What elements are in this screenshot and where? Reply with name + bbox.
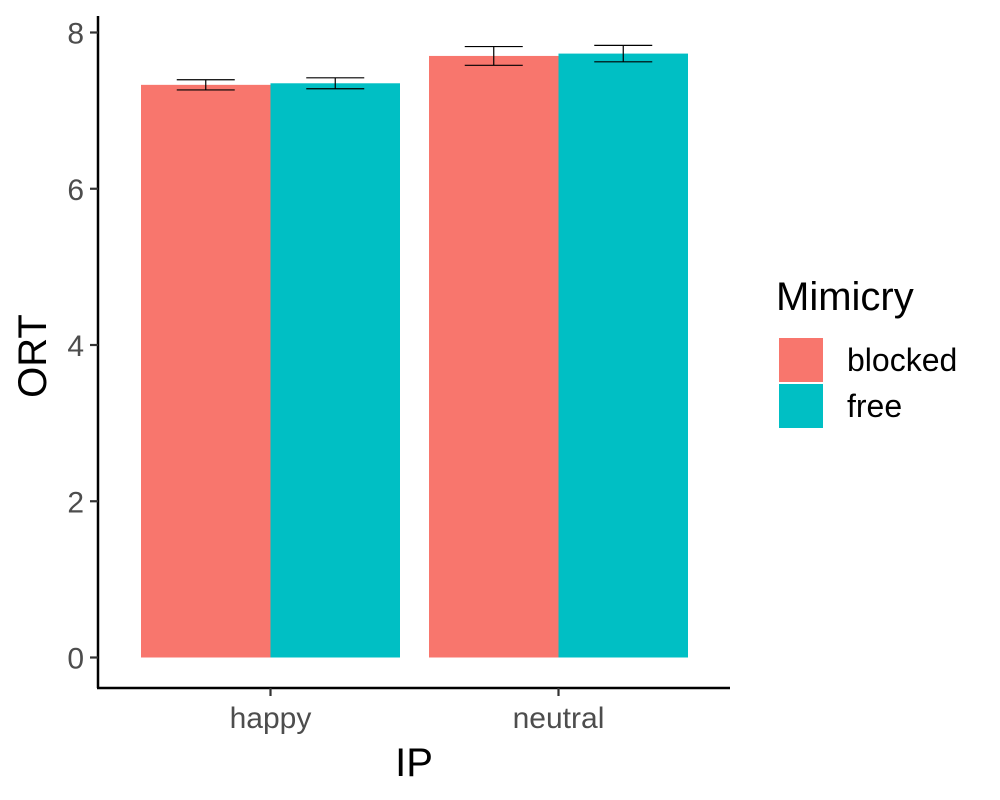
y-tick-label: 2 [67, 486, 84, 519]
x-tick-label: happy [230, 702, 312, 735]
y-ticks-layer: 0 2 4 6 8 [67, 18, 98, 676]
error-bars-layer [176, 44, 653, 91]
bar-happy-blocked [141, 84, 271, 658]
legend: Mimicry blocked free [776, 275, 957, 428]
axes-layer [96, 16, 730, 690]
x-ticks-layer: happy neutral [230, 688, 605, 735]
legend-label-blocked: blocked [847, 342, 957, 378]
legend-title: Mimicry [776, 275, 914, 319]
legend-key-blocked [779, 338, 823, 382]
x-tick-label: neutral [513, 702, 605, 735]
error-bar-happy-blocked [176, 79, 235, 91]
error-bar-neutral-free [594, 44, 653, 63]
y-tick-label: 0 [67, 643, 84, 676]
bar-neutral-blocked [429, 55, 559, 658]
y-tick-label: 6 [67, 174, 84, 207]
bars-layer [141, 53, 688, 658]
bar-happy-free [270, 83, 400, 658]
error-bar-happy-free [306, 77, 365, 90]
y-axis-title: ORT [11, 314, 55, 398]
y-tick-label: 4 [67, 330, 84, 363]
legend-label-free: free [847, 388, 902, 424]
x-axis-title: IP [395, 741, 433, 785]
error-bar-neutral-blocked [464, 45, 523, 66]
y-tick-label: 8 [67, 18, 84, 51]
legend-key-free [779, 384, 823, 428]
bar-neutral-free [558, 53, 688, 658]
